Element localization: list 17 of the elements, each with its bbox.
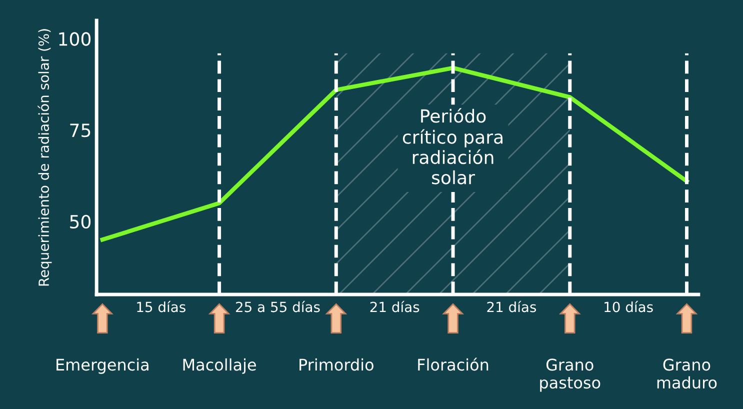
x-tick-label: Floración xyxy=(418,358,488,371)
x-tick-label: Emergencia xyxy=(56,358,148,374)
line-series xyxy=(100,66,689,242)
y-tick-label: 50 xyxy=(70,214,91,229)
text: 21 días xyxy=(487,300,536,312)
x-tick-label: Grano maduro xyxy=(657,358,717,389)
text: 15 días xyxy=(137,300,186,312)
text: 25 a 55 días xyxy=(236,300,320,312)
y-axis-title: Requerimiento de radiación solar (%) xyxy=(38,29,52,286)
band-label: Periódo crítico para radiación solar xyxy=(402,108,502,184)
text: 21 días xyxy=(370,300,420,312)
x-tick-label: Primordio xyxy=(300,358,374,371)
x-tick-label: Macollaje xyxy=(183,358,256,374)
y-tick-label: 75 xyxy=(70,124,90,138)
x-tick-label: Grano pastoso xyxy=(540,358,600,392)
y-tick-label: 100 xyxy=(59,32,91,46)
text: 10 días xyxy=(604,300,653,312)
